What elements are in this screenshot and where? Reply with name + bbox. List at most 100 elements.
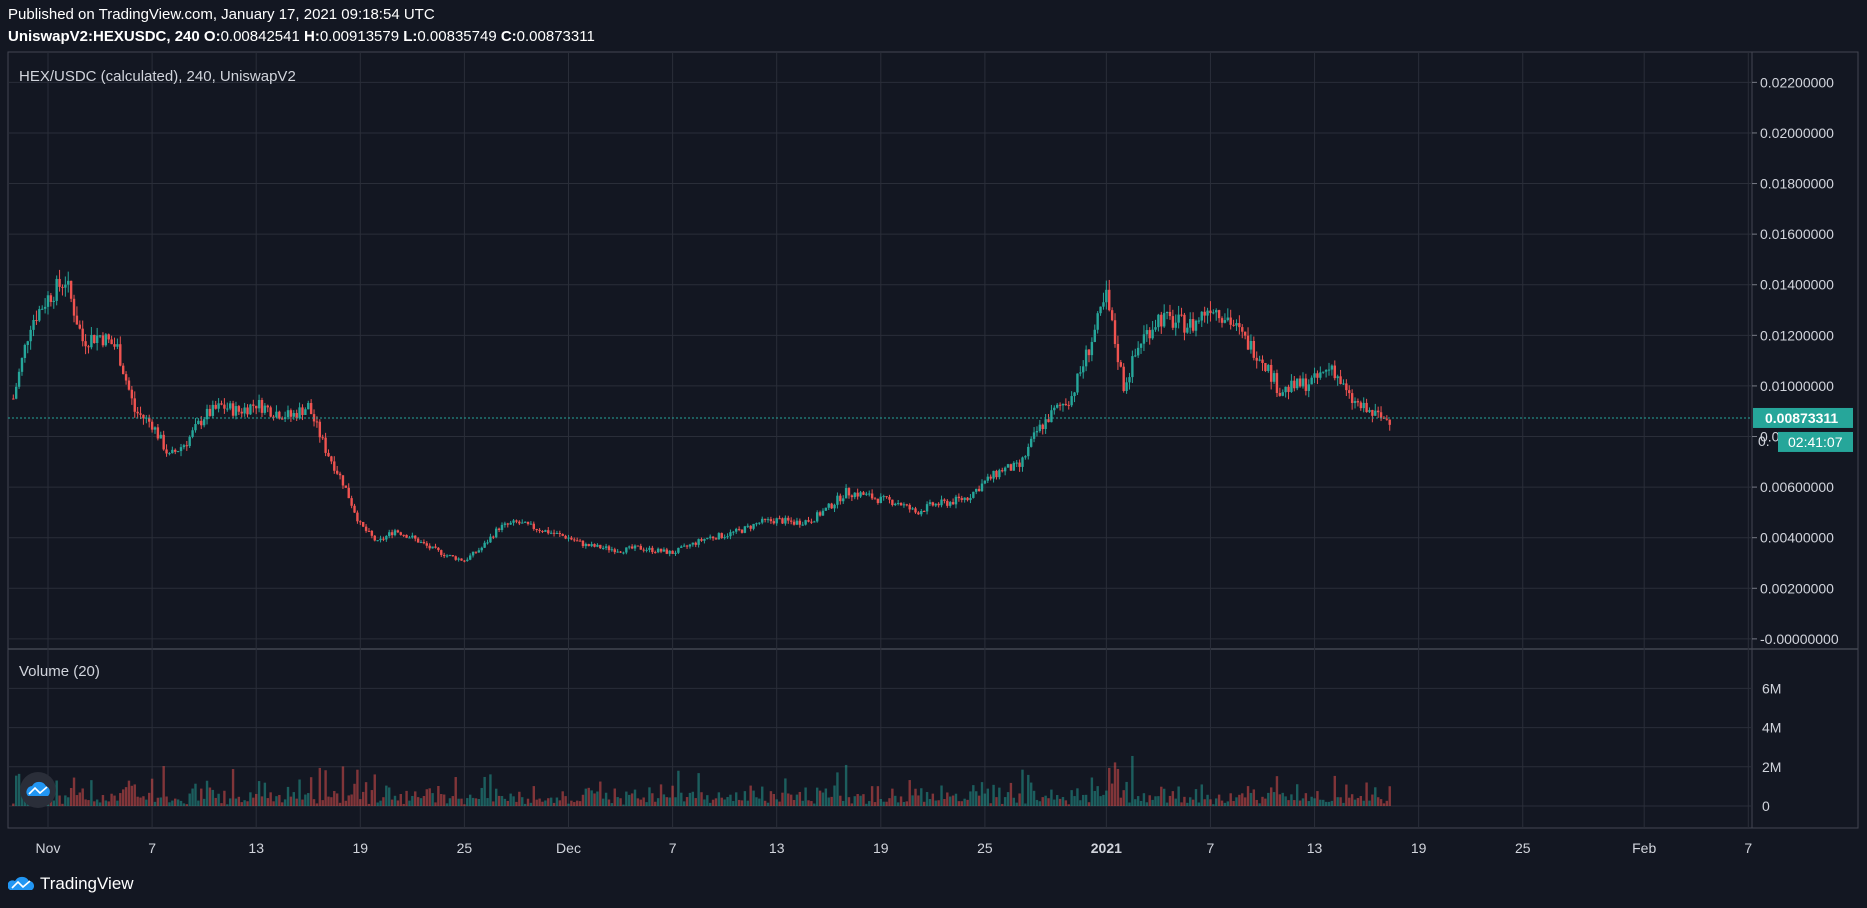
volume-bar <box>1116 768 1120 806</box>
candle-body <box>1084 349 1088 367</box>
volume-bar <box>920 788 923 806</box>
candle-body <box>1348 390 1351 394</box>
volume-bar <box>101 795 105 806</box>
volume-bar <box>84 799 87 806</box>
candle-body <box>364 526 368 531</box>
cloud-icon-wave <box>28 786 48 795</box>
volume-bar <box>1096 786 1099 806</box>
last-price-badge-bg <box>1753 407 1853 428</box>
tradingview-cloud-button[interactable] <box>20 772 56 808</box>
candle-body <box>202 419 206 426</box>
volume-bar <box>896 802 900 806</box>
volume-bar <box>182 803 186 806</box>
candle-body <box>714 538 718 540</box>
symbol-label: UniswapV2:HEXUSDC, 240 <box>8 28 200 45</box>
volume-bar <box>497 795 501 806</box>
volume-bar <box>1316 791 1319 806</box>
volume-bar <box>286 786 290 806</box>
volume-bar <box>995 797 998 806</box>
volume-bar <box>289 796 293 806</box>
candle-body <box>110 339 113 345</box>
candle-body <box>868 493 871 495</box>
candle-body <box>564 535 567 539</box>
candle-body <box>272 416 275 418</box>
volume-bar <box>1044 795 1047 806</box>
candle-body <box>599 544 602 549</box>
volume-bar <box>1327 801 1331 806</box>
volume-bar <box>486 798 489 806</box>
volume-bar <box>130 785 134 806</box>
candle-body <box>1235 323 1238 326</box>
volume-tick-label: 2M <box>1762 759 1781 775</box>
volume-tick-label: 6M <box>1762 680 1781 696</box>
candle-body <box>616 551 619 553</box>
volume-bar <box>1376 797 1380 806</box>
candle-body <box>399 532 402 535</box>
low-value: 0.00835749 <box>417 28 497 45</box>
candle-body <box>197 420 200 425</box>
candle-body <box>1119 362 1123 367</box>
candle-body <box>460 558 463 561</box>
volume-bar <box>1154 796 1157 806</box>
volume-bar <box>986 788 989 806</box>
volume-bar <box>171 800 174 806</box>
candle-body <box>778 518 781 520</box>
candle-body <box>124 374 128 381</box>
candle-body <box>1018 462 1021 467</box>
volume-bar <box>440 794 443 806</box>
volume-bar <box>1310 796 1313 806</box>
ohlc-line: UniswapV2:HEXUSDC, 240 O:0.00842541 H:0.… <box>8 28 595 45</box>
volume-bar <box>393 795 397 806</box>
x-tick-label: 25 <box>977 840 993 856</box>
volume-bar <box>431 793 434 806</box>
candle-body <box>844 488 848 499</box>
candle-body <box>521 522 524 524</box>
volume-bar <box>885 801 888 806</box>
candle-body <box>1284 386 1287 393</box>
last-price-badge[interactable]: 0.00873311 <box>1753 407 1853 428</box>
volume-bar <box>1359 796 1363 806</box>
volume-bar <box>856 794 859 806</box>
candle-body <box>980 483 984 492</box>
volume-bar <box>211 789 215 806</box>
candle-body <box>23 344 27 358</box>
candle-body <box>388 532 391 537</box>
volume-bar <box>555 797 559 806</box>
volume-bar <box>937 800 940 806</box>
volume-bar <box>581 794 585 806</box>
candle-body <box>249 404 252 415</box>
x-tick-label: 19 <box>353 840 369 856</box>
volume-bar <box>1246 786 1250 806</box>
volume-bar <box>1194 789 1198 806</box>
footer-brand[interactable]: TradingView <box>8 874 134 894</box>
candle-body <box>735 528 738 532</box>
volume-bar <box>625 791 628 806</box>
volume-bar <box>1336 797 1339 806</box>
volume-bar <box>353 783 356 806</box>
candle-body <box>162 434 165 450</box>
candle-body <box>1301 378 1305 387</box>
candle-body <box>723 537 726 539</box>
candle-body <box>1032 432 1036 439</box>
candle-body <box>228 403 232 409</box>
volume-bar <box>333 791 336 806</box>
volume-bar <box>1189 797 1192 806</box>
volume-bar <box>593 793 596 806</box>
candle-body <box>706 537 709 539</box>
candle-body <box>1006 464 1010 468</box>
volume-bar <box>142 796 145 806</box>
volume-bar <box>214 797 217 806</box>
volume-bar <box>1003 797 1007 806</box>
y-tick-label: 0.01000000 <box>1760 378 1834 394</box>
high-value: 0.00913579 <box>319 28 400 45</box>
candle-body <box>659 548 663 552</box>
candle-body <box>52 300 55 302</box>
volume-bar <box>1142 793 1146 806</box>
candle-body <box>1246 335 1250 350</box>
candle-body <box>448 555 452 557</box>
candle-body <box>766 519 770 521</box>
volume-bar <box>228 798 232 806</box>
volume-bar <box>52 800 55 806</box>
candle-body <box>153 427 157 430</box>
